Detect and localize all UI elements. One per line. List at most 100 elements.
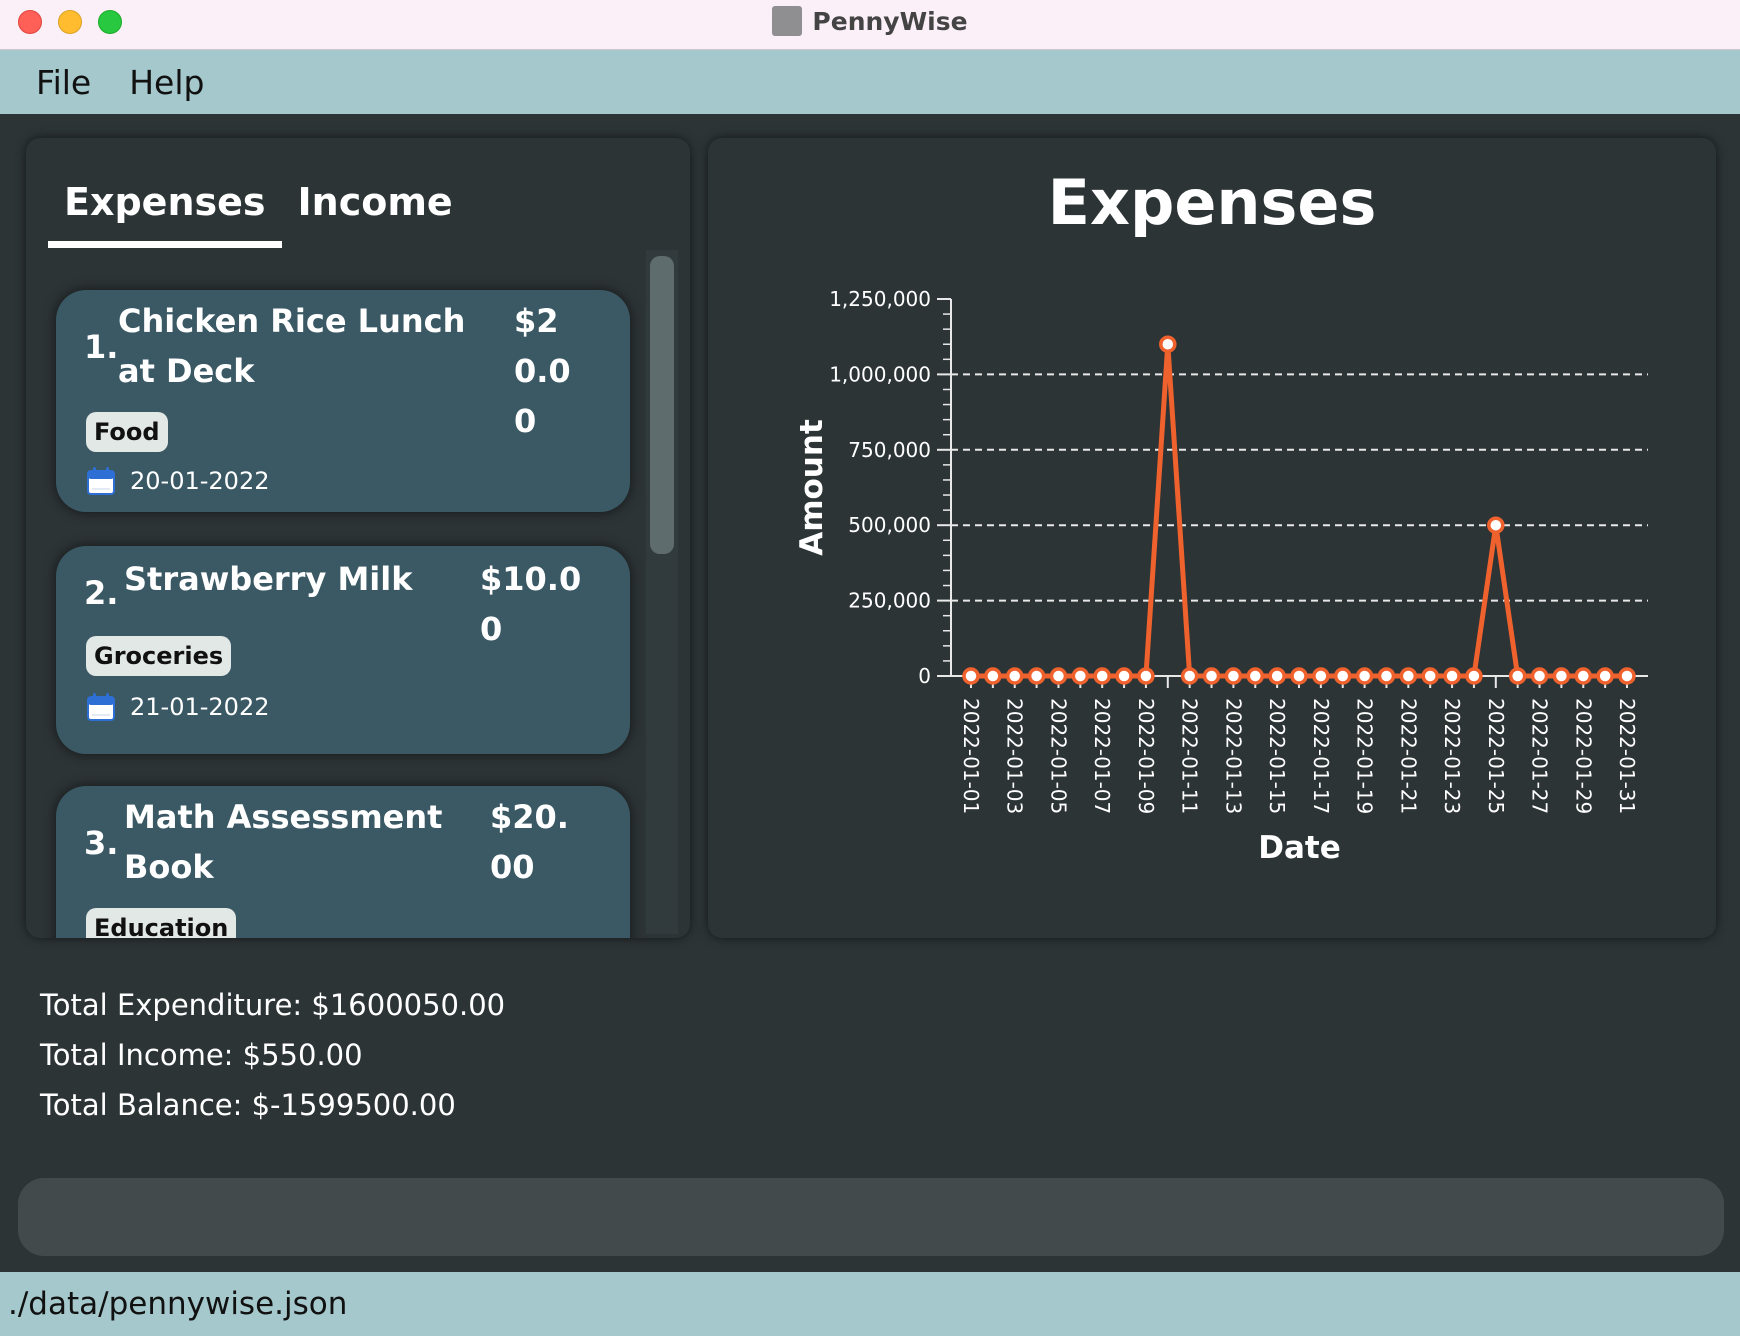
data-point bbox=[1071, 667, 1090, 685]
y-tick-label: 1,000,000 bbox=[829, 362, 931, 386]
data-point bbox=[1027, 667, 1046, 685]
data-point bbox=[1268, 667, 1286, 685]
data-point bbox=[1246, 667, 1265, 685]
data-point bbox=[1530, 667, 1549, 685]
x-tick-label: 2022-01-21 bbox=[1396, 698, 1420, 814]
window-title: PennyWise bbox=[0, 0, 1740, 42]
expense-amount: $10.00 bbox=[480, 560, 582, 648]
menu-bar: File Help bbox=[0, 50, 1740, 114]
title-bar: PennyWise bbox=[0, 0, 1740, 50]
menu-file[interactable]: File bbox=[36, 62, 92, 102]
data-point bbox=[962, 667, 980, 685]
data-point bbox=[984, 667, 1002, 685]
data-point bbox=[1224, 667, 1243, 685]
totals-summary: Total Expenditure: $1600050.00 Total Inc… bbox=[40, 980, 505, 1130]
expense-card[interactable]: 1. Chicken Rice Lunch at Deck $20.00 Food 20… bbox=[56, 290, 630, 512]
list-scrollbar[interactable] bbox=[646, 250, 678, 934]
y-tick-label: 500,000 bbox=[848, 513, 931, 537]
transaction-list-panel: Expenses Income 1. Chicken Rice Lunch at … bbox=[26, 138, 690, 938]
list-scrollbar-thumb[interactable] bbox=[650, 256, 674, 554]
menu-help[interactable]: Help bbox=[129, 62, 205, 102]
data-file-path: ./data/pennywise.json bbox=[8, 1286, 348, 1322]
total-balance: Total Balance: $-1599500.00 bbox=[40, 1088, 456, 1122]
data-point bbox=[1443, 667, 1461, 685]
data-point bbox=[1005, 667, 1024, 685]
data-point bbox=[1312, 667, 1330, 685]
expense-date-row: 21-01-2022 bbox=[86, 692, 269, 722]
data-point bbox=[1574, 667, 1593, 685]
expense-amount: $20.00 bbox=[514, 302, 571, 440]
y-tick-label: 750,000 bbox=[848, 438, 931, 462]
maximize-window-button[interactable] bbox=[98, 10, 122, 34]
expense-date: 20-01-2022 bbox=[130, 467, 270, 495]
x-tick-label: 2022-01-03 bbox=[1003, 698, 1027, 814]
total-expenditure: Total Expenditure: $1600050.00 bbox=[40, 988, 506, 1022]
expense-date-row: 20-01-2022 bbox=[86, 466, 269, 496]
tab-income[interactable]: Income bbox=[297, 180, 453, 224]
status-bar: ./data/pennywise.json bbox=[0, 1272, 1740, 1336]
x-tick-label: 2022-01-29 bbox=[1571, 698, 1595, 814]
chart-title: Expenses bbox=[1048, 166, 1377, 239]
expense-tag: Groceries bbox=[86, 636, 232, 676]
data-point bbox=[1618, 667, 1636, 685]
y-tick-label: 250,000 bbox=[848, 589, 931, 613]
expense-index: 1. bbox=[84, 328, 119, 366]
tab-expenses[interactable]: Expenses bbox=[48, 180, 282, 248]
y-tick-label: 1,250,000 bbox=[829, 287, 931, 311]
chart-panel: Expenses Amount Date 0 250,000 500,000 750,000… bbox=[708, 138, 1716, 938]
data-point bbox=[1159, 335, 1177, 353]
expense-description: Chicken Rice Lunch at Deck bbox=[118, 302, 466, 390]
x-axis-label: Date bbox=[1258, 830, 1341, 866]
series-line bbox=[971, 341, 1627, 679]
x-tick-label: 2022-01-31 bbox=[1615, 698, 1639, 814]
expense-tag: Education bbox=[86, 908, 237, 938]
data-point bbox=[1487, 516, 1505, 534]
expense-card[interactable]: 3. Math Assessment Book $20.00 Education bbox=[56, 786, 630, 938]
x-tick-label: 2022-01-01 bbox=[959, 698, 983, 814]
minimize-window-button[interactable] bbox=[58, 10, 82, 34]
data-point bbox=[1552, 667, 1571, 685]
data-point bbox=[1137, 667, 1155, 685]
data-point bbox=[1290, 667, 1308, 685]
data-point bbox=[1355, 667, 1374, 685]
expense-list: 1. Chicken Rice Lunch at Deck $20.00 Food 20… bbox=[26, 254, 646, 938]
x-tick-label: 2022-01-19 bbox=[1353, 698, 1377, 814]
window-title-text: PennyWise bbox=[812, 6, 968, 36]
x-tick-label: 2022-01-05 bbox=[1046, 698, 1070, 814]
total-income: Total Income: $550.00 bbox=[40, 1038, 363, 1072]
data-point bbox=[1202, 667, 1221, 685]
data-point bbox=[1093, 667, 1111, 685]
expense-tag: Food bbox=[86, 412, 168, 452]
expense-card[interactable]: 2. Strawberry Milk $10.00 Groceries 21-01-20… bbox=[56, 546, 630, 754]
data-point bbox=[1508, 667, 1527, 685]
data-point bbox=[1399, 667, 1418, 685]
app-icon bbox=[772, 6, 803, 36]
data-point bbox=[1465, 667, 1483, 685]
x-tick-label: 2022-01-11 bbox=[1178, 698, 1202, 814]
x-tick-label: 2022-01-09 bbox=[1134, 698, 1158, 814]
x-tick-label: 2022-01-27 bbox=[1528, 698, 1552, 814]
x-tick-label: 2022-01-17 bbox=[1309, 698, 1333, 814]
y-tick-label: 0 bbox=[918, 664, 931, 688]
expense-description: Math Assessment Book bbox=[124, 798, 443, 886]
calendar-icon bbox=[87, 693, 115, 721]
x-tick-label: 2022-01-13 bbox=[1221, 698, 1245, 814]
expenses-chart: Expenses Amount Date 0 250,000 500,000 750,000… bbox=[794, 166, 1648, 866]
expense-index: 2. bbox=[84, 574, 119, 612]
command-input[interactable] bbox=[18, 1178, 1724, 1256]
tab-bar: Expenses Income bbox=[48, 180, 469, 252]
data-point bbox=[1115, 667, 1133, 685]
expense-amount: $20.00 bbox=[490, 798, 569, 886]
data-point bbox=[1377, 667, 1396, 685]
calendar-icon bbox=[87, 467, 115, 495]
x-tick-label: 2022-01-23 bbox=[1440, 698, 1464, 814]
x-tick-label: 2022-01-15 bbox=[1265, 698, 1289, 814]
data-point bbox=[1180, 667, 1199, 685]
y-axis-label: Amount bbox=[794, 419, 830, 556]
expense-index: 3. bbox=[84, 824, 119, 862]
x-tick-label: 2022-01-07 bbox=[1090, 698, 1114, 814]
expense-description: Strawberry Milk bbox=[124, 560, 413, 598]
data-point bbox=[1421, 667, 1439, 685]
close-window-button[interactable] bbox=[18, 10, 42, 34]
